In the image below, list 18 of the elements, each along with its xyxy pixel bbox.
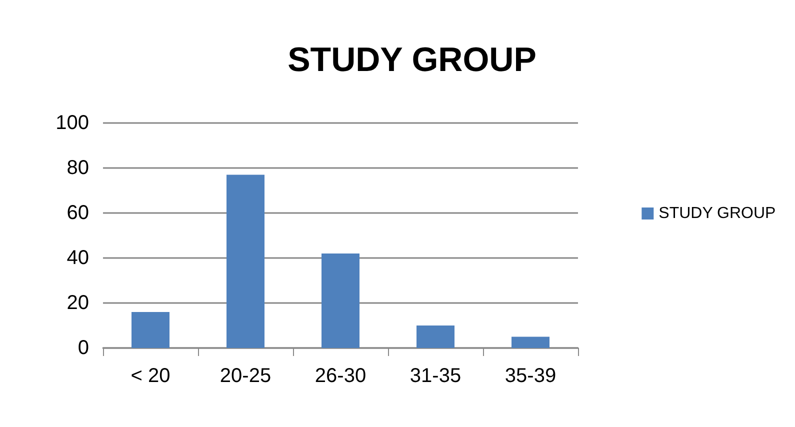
x-tick-label: 26-30 (314, 365, 366, 387)
y-tick-label: 20 (66, 292, 89, 314)
y-tick-label: 60 (66, 202, 89, 224)
y-tick-label: 40 (66, 247, 89, 269)
bar (132, 312, 170, 348)
bar (226, 174, 264, 348)
x-tick-label: < 20 (130, 365, 170, 387)
y-tick-label: 0 (78, 337, 89, 359)
bar (416, 326, 454, 348)
x-tick-label: 20-25 (220, 365, 272, 387)
y-tick-label: 80 (66, 157, 89, 179)
y-tick-label: 100 (56, 112, 89, 134)
x-tick-label: 31-35 (410, 365, 462, 387)
legend-label: STUDY GROUP (658, 205, 776, 222)
x-tick-label: 35-39 (504, 365, 556, 387)
bar (512, 336, 550, 348)
chart-title: STUDY GROUP (288, 41, 536, 79)
bar (322, 254, 360, 348)
